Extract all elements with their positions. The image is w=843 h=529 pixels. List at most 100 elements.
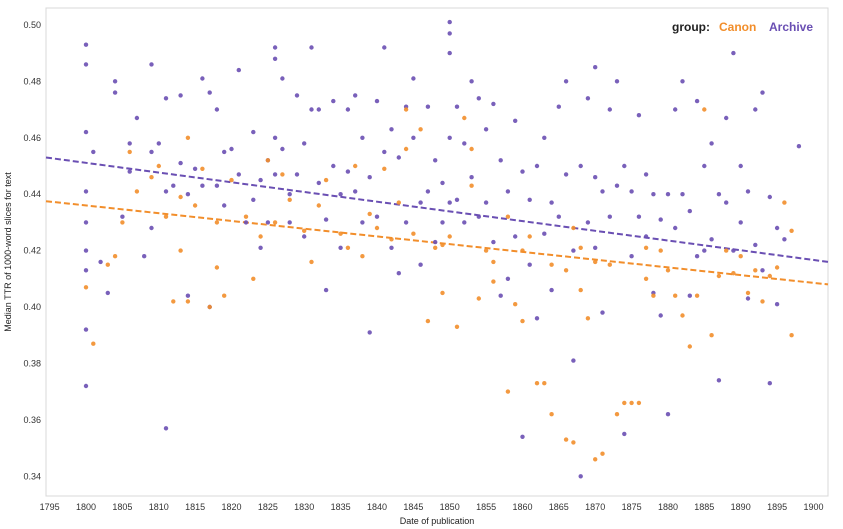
archive-point [433,158,438,163]
canon-point [207,304,212,310]
archive-point [534,316,540,321]
archive-point [382,149,387,155]
canon-point [112,254,118,259]
archive-point [403,220,409,225]
archive-point [280,76,285,81]
x-tick-label: 1895 [767,502,787,512]
canon-point [382,166,387,171]
canon-point [353,163,358,169]
canon-point [323,177,329,183]
archive-point [272,56,278,61]
canon-point [178,248,183,253]
canon-point [214,265,220,270]
archive-point [753,242,758,248]
canon-point [731,271,736,276]
canon-point [542,381,547,386]
archive-point [418,200,423,205]
archive-point [433,239,438,245]
archive-point [331,163,336,169]
canon-point [716,273,722,279]
archive-point [527,197,532,202]
canon-point [665,268,671,273]
canon-point [607,262,612,267]
archive-point [214,107,220,112]
archive-point [607,107,612,112]
archive-point [316,180,321,186]
canon-point [702,107,707,112]
archive-point [163,189,169,194]
archive-point [149,62,154,67]
canon-point [476,296,481,301]
archive-point [709,141,714,146]
y-tick-label: 0.36 [23,415,41,425]
axis-ticks: 1795 1800 1805 1810 1815 1820 1825 1830 1835 1840… [23,20,823,512]
canon-point [527,234,532,239]
canon-point [578,245,583,250]
canon-point [403,146,409,152]
archive-point [651,192,656,197]
archive-point [753,107,758,112]
archive-point [127,141,132,146]
archive-point [767,381,772,386]
canon-point [316,203,321,208]
archive-point [309,107,314,112]
archive-point [505,276,511,281]
archive-point [345,107,351,112]
legend-title: group: [672,20,710,34]
archive-point [163,96,169,101]
archive-point [462,141,467,146]
archive-point [440,220,445,225]
archive-point [658,313,663,318]
archive-point [302,141,307,146]
x-tick-label: 1805 [112,502,132,512]
canon-point [214,220,220,225]
canon-point [571,440,576,445]
canon-point [694,293,700,298]
archive-point [389,127,394,132]
archive-point [360,220,365,225]
archive-point [491,239,496,245]
canon-point [549,262,554,267]
archive-point [731,50,736,56]
archive-point [309,45,314,50]
canon-point [520,318,525,324]
y-tick-label: 0.46 [23,133,41,143]
archive-point [745,189,751,194]
x-tick-label: 1870 [585,502,605,512]
archive-point [382,45,387,50]
archive-point [498,158,503,163]
canon-point [243,214,249,219]
canon-point [636,400,642,406]
canon-point [309,259,314,265]
canon-point [534,381,540,386]
archive-point [796,144,802,149]
archive-point [280,146,285,152]
x-tick-label: 1820 [221,502,241,512]
archive-point [243,220,249,225]
canon-point [149,175,154,180]
trend-lines [45,156,829,286]
y-tick-label: 0.42 [23,246,41,256]
archive-point [658,217,663,222]
x-tick-label: 1825 [258,502,278,512]
archive-point [149,149,154,155]
canon-point [425,318,431,324]
archive-point [593,175,598,180]
archive-point [585,220,591,225]
archive-point [629,254,634,259]
archive-point [353,189,358,194]
archive-point [316,107,321,112]
archive-point [782,237,787,242]
canon-point [505,389,511,394]
archive-point [112,79,118,84]
canon-point [724,248,729,253]
archive-point [738,163,743,169]
canon-point [447,234,452,239]
archive-trend-line [45,156,829,263]
canon-point [774,265,780,270]
archive-point [91,149,96,155]
canon-point [600,451,605,456]
canon-point [469,183,474,188]
canon-point [156,163,161,169]
archive-point [258,177,263,183]
